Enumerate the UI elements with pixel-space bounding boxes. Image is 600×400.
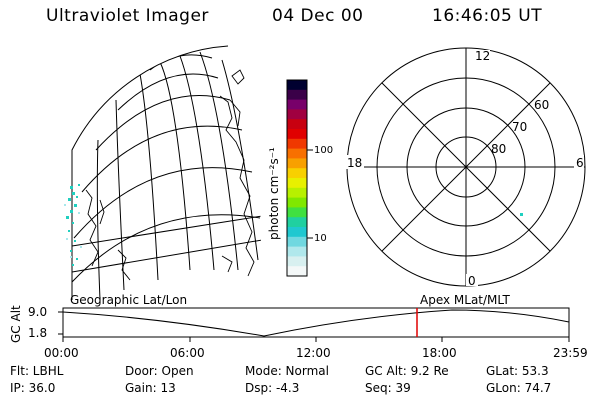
- colorbar-cell: [287, 99, 307, 110]
- colorbar-cell: [287, 266, 307, 277]
- timeline-ytick-top: 9.0: [28, 305, 48, 319]
- timeline-axis-title: GC Alt: [9, 305, 23, 343]
- colorbar-cell: [287, 109, 307, 120]
- colorbar-tick-10: 10: [314, 233, 327, 244]
- mlt-label-0: 0: [468, 274, 476, 288]
- colorbar-cell: [287, 129, 307, 140]
- door-info: Door: Open: [125, 364, 194, 378]
- colorbar-cell: [287, 138, 307, 150]
- filter-info: Flt: LBHL: [10, 364, 64, 378]
- timeline-xtick: 06:00: [170, 346, 205, 360]
- colorbar-cell: [287, 89, 307, 101]
- colorbar-cell: [287, 80, 307, 91]
- time-label: 16:46:05 UT: [432, 6, 543, 26]
- seq-info: Seq: 39: [365, 381, 411, 395]
- colorbar-cell: [287, 246, 307, 257]
- colorbar-cell: [287, 207, 307, 218]
- timeline-ytick-bottom: 1.8: [28, 326, 48, 340]
- glat-info: GLat: 53.3: [486, 364, 549, 378]
- lat-label-60: 60: [534, 98, 549, 112]
- colorbar-cell: [287, 227, 307, 238]
- mode-info: Mode: Normal: [245, 364, 329, 378]
- colorbar-tick-100: 100: [314, 145, 333, 156]
- timeline-xtick: 12:00: [296, 346, 331, 360]
- colorbar-cell: [287, 187, 307, 199]
- timeline-left-label: Geographic Lat/Lon: [70, 293, 188, 307]
- gain-info: Gain: 13: [125, 381, 176, 395]
- colorbar-cell: [287, 178, 307, 189]
- instrument-title: Ultraviolet Imager: [46, 6, 209, 26]
- colorbar-cell: [287, 168, 307, 179]
- timeline-xtick: 23:59: [553, 346, 588, 360]
- colorbar-cell: [287, 148, 307, 159]
- dsp-info: Dsp: -4.3: [245, 381, 300, 395]
- mlt-label-12: 12: [475, 49, 490, 63]
- mlt-label-18: 18: [347, 156, 362, 170]
- colorbar-unit-label: photon cm⁻²s⁻¹: [267, 147, 281, 240]
- mlt-label-6: 6: [576, 156, 584, 170]
- date-label: 04 Dec 00: [272, 6, 364, 26]
- gc-alt-info: GC Alt: 9.2 Re: [365, 364, 449, 378]
- ip-info: IP: 36.0: [10, 381, 56, 395]
- timeline-right-label: Apex MLat/MLT: [420, 293, 510, 307]
- lat-label-70: 70: [512, 120, 527, 134]
- colorbar-cell: [287, 236, 307, 248]
- colorbar-cell: [287, 158, 307, 169]
- glon-info: GLon: 74.7: [486, 381, 552, 395]
- timeline-xtick: 18:00: [422, 346, 457, 360]
- colorbar-cell: [287, 217, 307, 228]
- lat-label-80: 80: [491, 142, 506, 156]
- colorbar-cell: [287, 256, 307, 267]
- colorbar-cell: [287, 119, 307, 130]
- colorbar-cell: [287, 197, 307, 208]
- timeline-xtick: 00:00: [44, 346, 79, 360]
